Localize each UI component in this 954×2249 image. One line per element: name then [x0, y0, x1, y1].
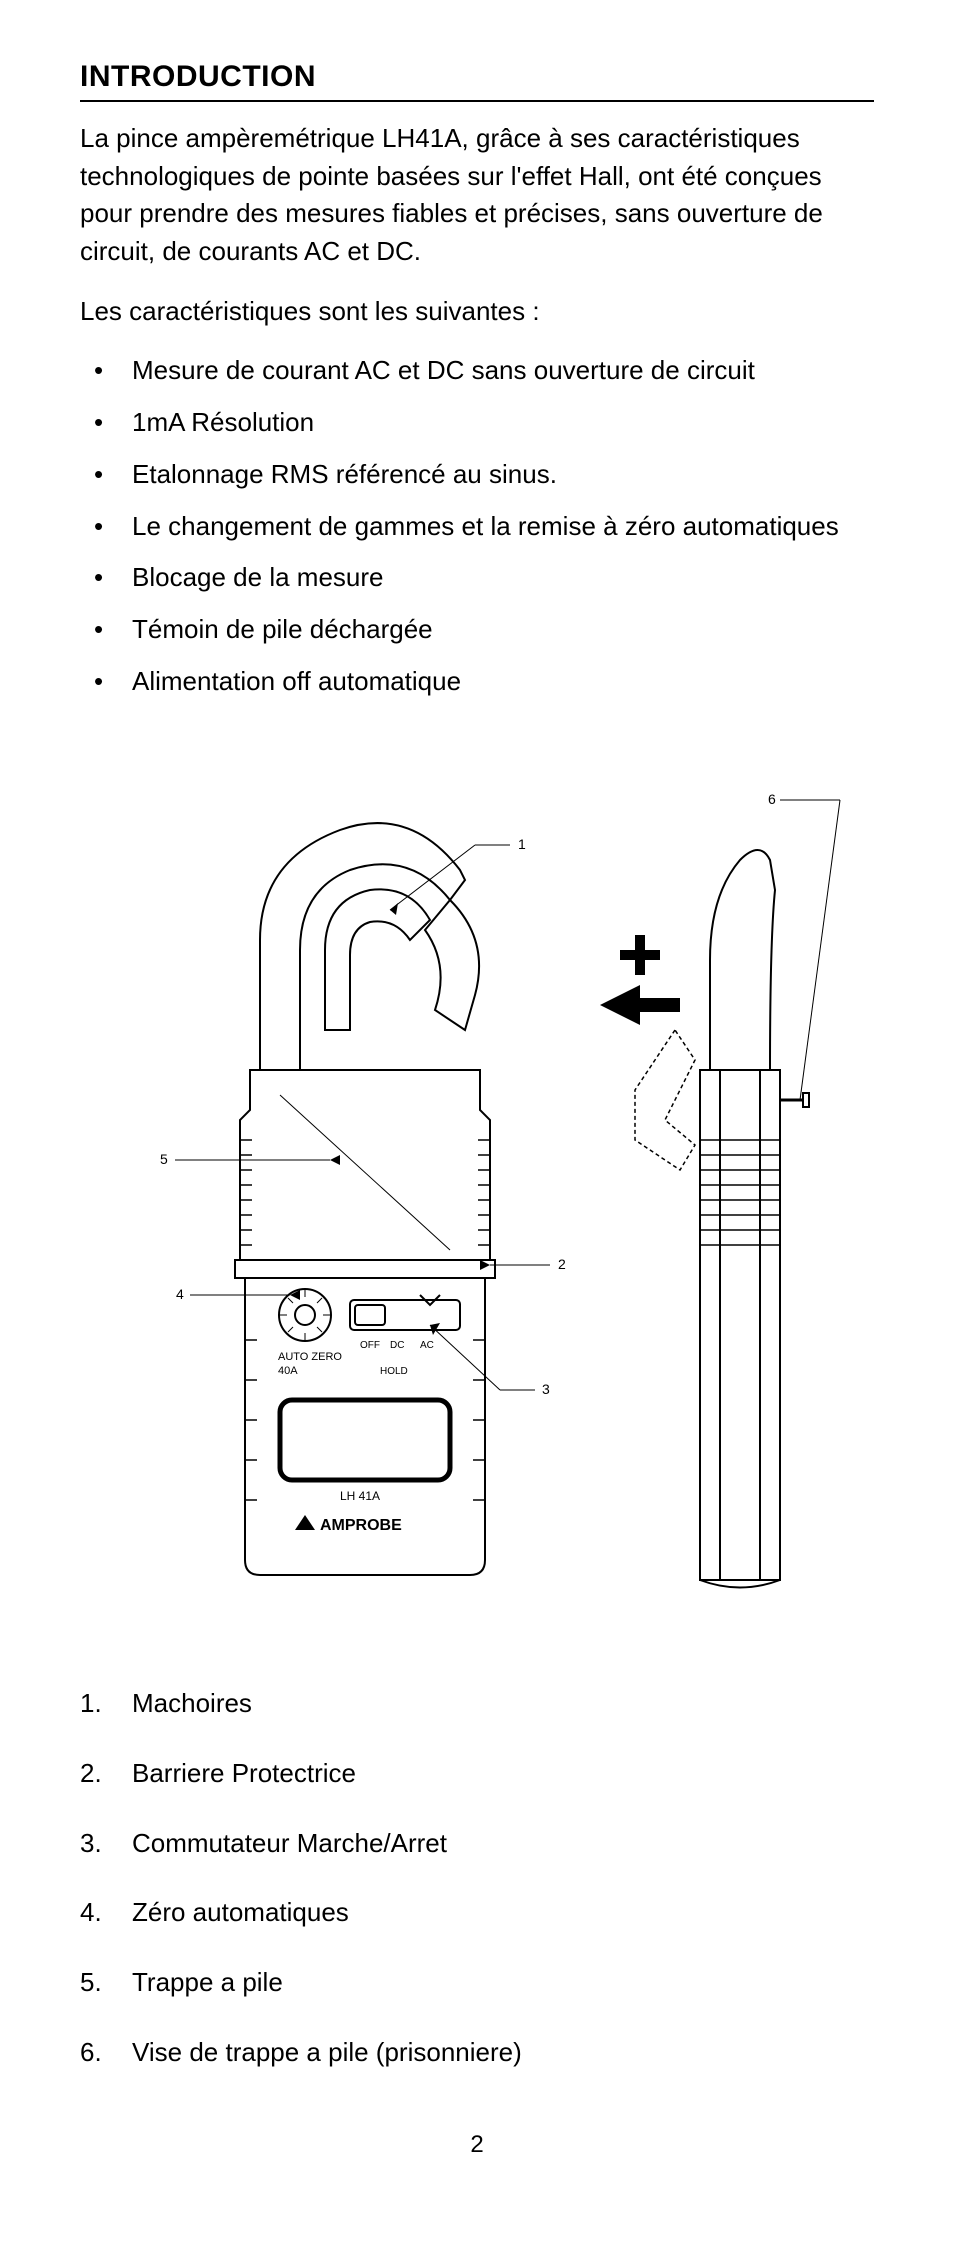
list-item: Etalonnage RMS référencé au sinus. — [80, 456, 874, 494]
figure-legend: Machoires Barriere Protectrice Commutate… — [80, 1685, 874, 2071]
label-brand: AMPROBE — [320, 1517, 402, 1534]
callout-4: 4 — [176, 1286, 184, 1302]
list-item: Alimentation off automatique — [80, 663, 874, 701]
legend-item: Machoires — [80, 1685, 874, 1723]
list-item: Le changement de gammes et la remise à z… — [80, 508, 874, 546]
legend-item: Trappe a pile — [80, 1964, 874, 2002]
clamp-meter-diagram: AUTO ZERO 40A OFF DC AC HOLD LH 41A AMPR… — [80, 740, 874, 1640]
label-dc: DC — [390, 1340, 404, 1351]
intro-paragraph: La pince ampèremétrique LH41A, grâce à s… — [80, 120, 874, 271]
label-range: 40A — [278, 1365, 298, 1377]
arrow-icon — [600, 935, 680, 1025]
section-title: INTRODUCTION — [80, 60, 874, 102]
callout-5: 5 — [160, 1151, 168, 1167]
legend-item: Barriere Protectrice — [80, 1755, 874, 1793]
device-figure: AUTO ZERO 40A OFF DC AC HOLD LH 41A AMPR… — [80, 740, 874, 1645]
label-model: LH 41A — [340, 1489, 380, 1503]
callout-3: 3 — [542, 1381, 550, 1397]
label-off: OFF — [360, 1340, 380, 1351]
legend-item: Commutateur Marche/Arret — [80, 1825, 874, 1863]
label-ac: AC — [420, 1340, 434, 1351]
list-item: Blocage de la mesure — [80, 559, 874, 597]
list-item: Témoin de pile déchargée — [80, 611, 874, 649]
features-lead: Les caractéristiques sont les suivantes … — [80, 293, 874, 331]
callout-6: 6 — [768, 791, 776, 807]
callout-1: 1 — [518, 836, 526, 852]
page-number: 2 — [80, 2131, 874, 2159]
label-hold: HOLD — [380, 1366, 408, 1377]
legend-item: Zéro automatiques — [80, 1894, 874, 1932]
list-item: Mesure de courant AC et DC sans ouvertur… — [80, 352, 874, 390]
list-item: 1mA Résolution — [80, 404, 874, 442]
callout-2: 2 — [558, 1256, 566, 1272]
feature-list: Mesure de courant AC et DC sans ouvertur… — [80, 352, 874, 700]
legend-item: Vise de trappe a pile (prisonniere) — [80, 2034, 874, 2072]
label-auto-zero: AUTO ZERO — [278, 1351, 342, 1363]
